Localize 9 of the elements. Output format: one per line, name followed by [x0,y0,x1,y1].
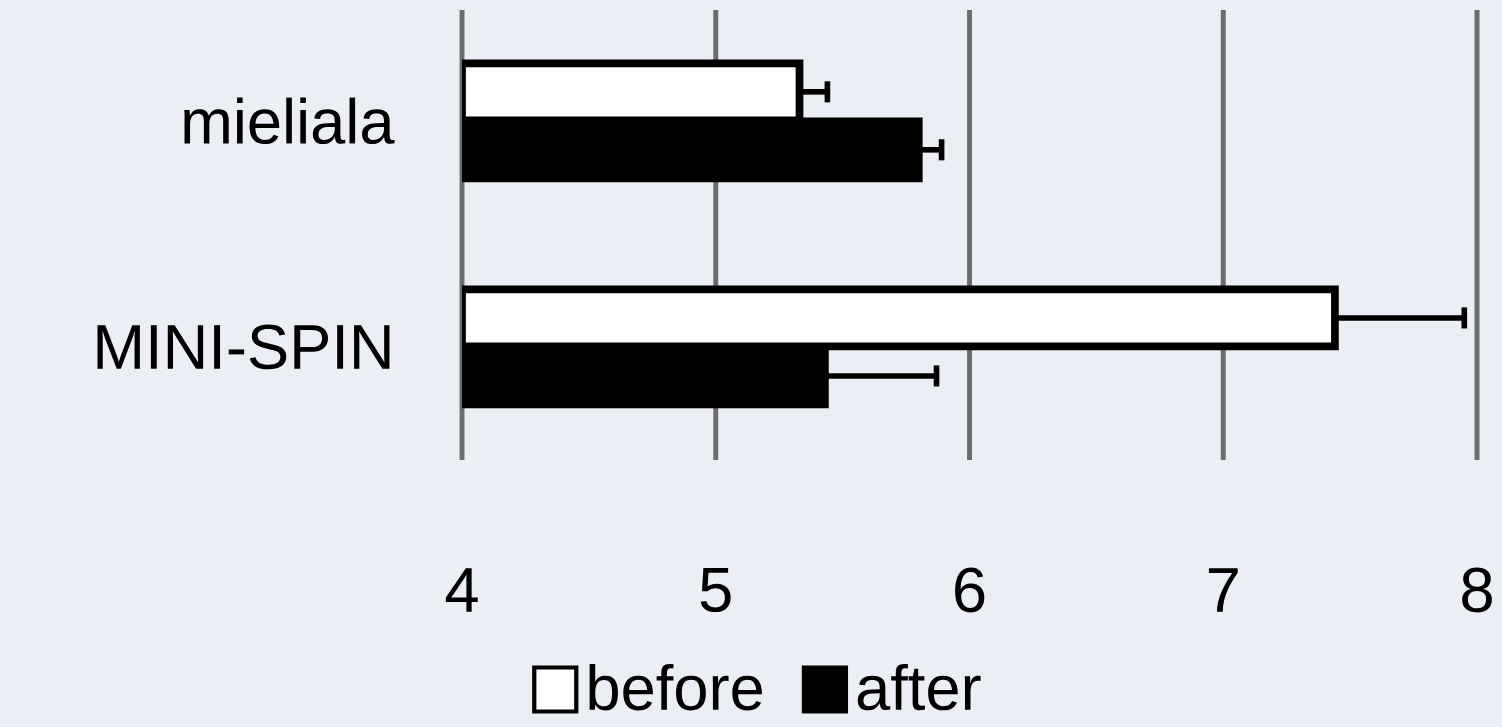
x-tick-label: 4 [445,568,478,612]
y-tick-label: MINI-SPIN [97,324,390,370]
x-tick-label: 7 [1208,568,1238,612]
x-tick-label: 5 [700,567,731,613]
legend-label: after [857,663,981,711]
x-tick-label: 6 [955,567,985,613]
legend-label: before [589,663,762,711]
x-tick-label: 8 [1462,567,1492,613]
y-tick-label: mieliala [184,97,395,145]
